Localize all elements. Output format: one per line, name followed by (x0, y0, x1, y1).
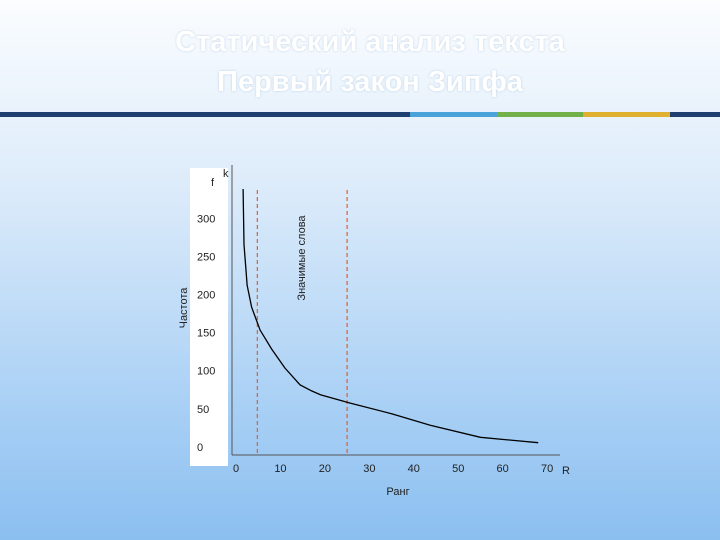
y-symbol-sub: k (223, 168, 229, 180)
y-symbol: f (211, 177, 215, 189)
x-tick-label: 30 (363, 463, 375, 475)
divider-accent (410, 112, 497, 117)
annotation: Значимые слова (296, 215, 308, 301)
y-tick-label: 50 (197, 404, 209, 416)
x-axis-label: Ранг (386, 486, 409, 498)
y-tick-label: 300 (197, 213, 215, 225)
label-panel (190, 168, 228, 466)
y-tick-label: 250 (197, 251, 215, 263)
y-tick-label: 200 (197, 290, 215, 302)
divider-accent (497, 112, 583, 117)
y-axis-label: Частота (178, 287, 190, 329)
zipf-curve (242, 188, 539, 444)
x-tick-label: 40 (408, 463, 420, 475)
y-tick-label: 100 (197, 366, 215, 378)
title-line: Первый закон Зипфа (217, 66, 523, 98)
x-tick-label: 60 (497, 463, 509, 475)
x-tick-label: 70 (541, 463, 553, 475)
y-tick-label: 150 (197, 328, 215, 340)
x-tick-label: 10 (274, 463, 286, 475)
x-tick-label: 0 (233, 463, 239, 475)
x-tick-label: 20 (319, 463, 331, 475)
divider (0, 112, 720, 117)
y-tick-label: 0 (197, 442, 203, 454)
x-symbol: R (562, 465, 570, 477)
title-line: Статический анализ текста (175, 26, 565, 58)
divider-accent (583, 112, 670, 117)
x-tick-label: 50 (452, 463, 464, 475)
